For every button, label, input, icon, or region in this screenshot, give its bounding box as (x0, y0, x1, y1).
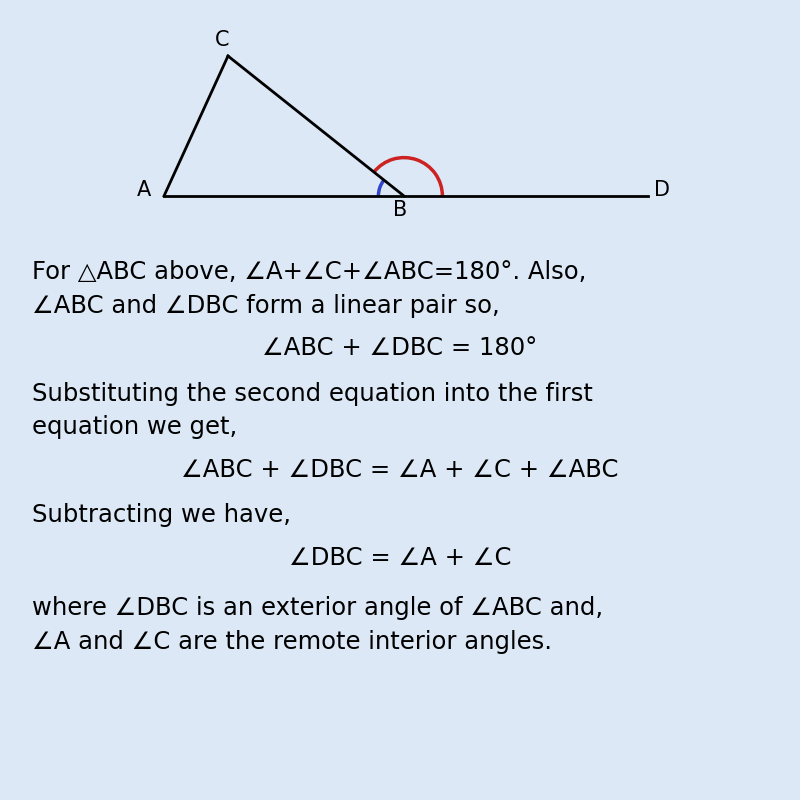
Text: ∠DBC = ∠A + ∠C: ∠DBC = ∠A + ∠C (289, 546, 511, 570)
Text: ∠ABC + ∠DBC = ∠A + ∠C + ∠ABC: ∠ABC + ∠DBC = ∠A + ∠C + ∠ABC (182, 458, 618, 482)
Text: A: A (137, 180, 151, 200)
Text: C: C (215, 30, 230, 50)
Text: Substituting the second equation into the first: Substituting the second equation into th… (32, 382, 593, 406)
Text: ∠ABC and ∠DBC form a linear pair so,: ∠ABC and ∠DBC form a linear pair so, (32, 294, 500, 318)
Text: where ∠DBC is an exterior angle of ∠ABC and,: where ∠DBC is an exterior angle of ∠ABC … (32, 596, 603, 620)
Text: B: B (393, 200, 407, 219)
Text: D: D (654, 180, 670, 200)
Text: Subtracting we have,: Subtracting we have, (32, 503, 291, 527)
Text: ∠ABC + ∠DBC = 180°: ∠ABC + ∠DBC = 180° (262, 336, 538, 360)
Text: equation we get,: equation we get, (32, 415, 238, 439)
Text: For △ABC above, ∠A+∠C+∠ABC=180°. Also,: For △ABC above, ∠A+∠C+∠ABC=180°. Also, (32, 260, 586, 284)
Text: ∠A and ∠C are the remote interior angles.: ∠A and ∠C are the remote interior angles… (32, 630, 552, 654)
